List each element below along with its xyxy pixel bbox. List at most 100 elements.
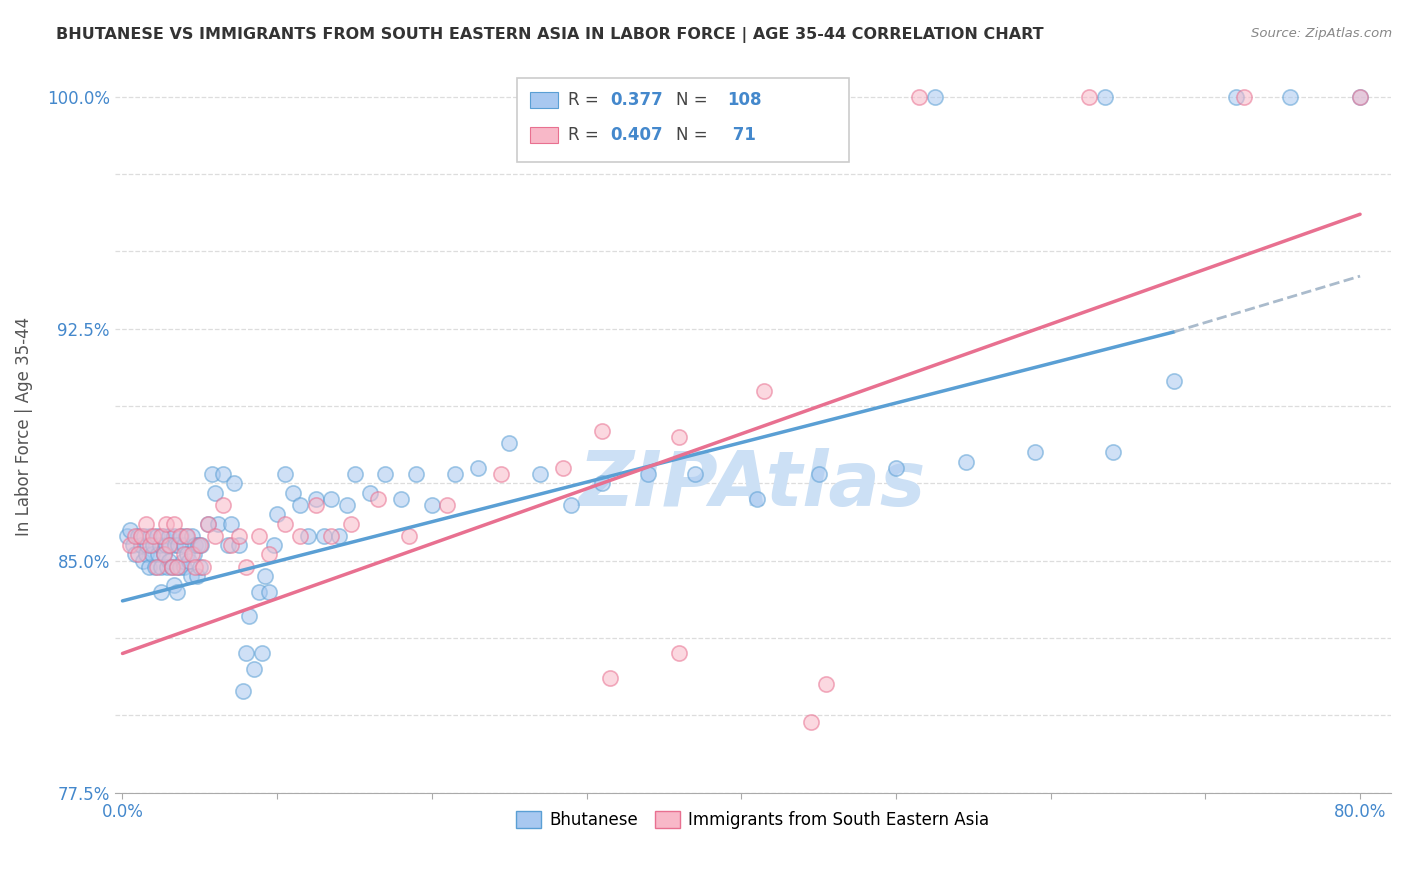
Point xyxy=(184,538,207,552)
Point xyxy=(1348,89,1371,103)
Point xyxy=(908,89,931,103)
Point xyxy=(217,538,239,552)
Text: N =: N = xyxy=(676,126,713,145)
Point xyxy=(238,609,260,624)
Point xyxy=(153,548,176,562)
Point xyxy=(807,467,830,481)
Point xyxy=(162,578,184,592)
Point xyxy=(769,89,792,103)
Text: N =: N = xyxy=(676,91,713,109)
Point xyxy=(228,529,250,543)
Point xyxy=(637,467,659,481)
Point xyxy=(124,548,146,562)
Point xyxy=(436,498,458,512)
Point xyxy=(290,498,312,512)
Point xyxy=(181,529,204,543)
Point xyxy=(228,538,250,552)
Point xyxy=(1163,374,1185,388)
Text: 71: 71 xyxy=(727,126,756,145)
Point xyxy=(166,559,188,574)
Point xyxy=(312,529,335,543)
Text: R =: R = xyxy=(568,91,603,109)
Point xyxy=(139,538,162,552)
Point xyxy=(1279,89,1302,103)
Legend: Bhutanese, Immigrants from South Eastern Asia: Bhutanese, Immigrants from South Eastern… xyxy=(509,804,995,836)
Point xyxy=(305,491,328,506)
Point xyxy=(1101,445,1123,459)
Text: 0.407: 0.407 xyxy=(610,126,662,145)
Point xyxy=(253,569,276,583)
Point xyxy=(235,647,257,661)
Point xyxy=(142,529,165,543)
Point xyxy=(149,538,172,552)
Point xyxy=(173,559,195,574)
Point xyxy=(138,559,160,574)
Text: 0.377: 0.377 xyxy=(610,91,662,109)
Point xyxy=(359,485,381,500)
Point xyxy=(165,538,187,552)
Point xyxy=(243,662,266,676)
Point xyxy=(166,584,188,599)
Point xyxy=(212,467,235,481)
Point xyxy=(336,498,359,512)
Point xyxy=(444,467,467,481)
Point xyxy=(145,559,167,574)
Point xyxy=(297,529,319,543)
Point xyxy=(247,529,270,543)
Point xyxy=(150,584,173,599)
Point xyxy=(162,516,184,531)
Point xyxy=(155,516,177,531)
Point xyxy=(180,569,202,583)
Point xyxy=(219,516,242,531)
Text: ZIPAtlas: ZIPAtlas xyxy=(579,448,927,522)
Point xyxy=(219,538,242,552)
Point xyxy=(207,516,229,531)
Point xyxy=(143,559,166,574)
Point xyxy=(553,461,575,475)
Point xyxy=(173,538,195,552)
Point xyxy=(263,538,285,552)
Point xyxy=(754,384,776,398)
Point xyxy=(181,548,204,562)
Point xyxy=(188,559,211,574)
Point xyxy=(1233,89,1256,103)
FancyBboxPatch shape xyxy=(530,127,558,144)
Point xyxy=(529,467,551,481)
Point xyxy=(1094,89,1116,103)
Point xyxy=(420,498,443,512)
Point xyxy=(235,559,257,574)
Point xyxy=(139,529,162,543)
Text: BHUTANESE VS IMMIGRANTS FROM SOUTH EASTERN ASIA IN LABOR FORCE | AGE 35-44 CORRE: BHUTANESE VS IMMIGRANTS FROM SOUTH EASTE… xyxy=(56,27,1043,43)
Point xyxy=(157,529,180,543)
Point xyxy=(129,529,152,543)
Point xyxy=(127,548,149,562)
Point xyxy=(169,529,191,543)
Point xyxy=(150,529,173,543)
Point xyxy=(321,491,343,506)
Point xyxy=(259,584,281,599)
Point xyxy=(661,89,683,103)
Point xyxy=(222,476,245,491)
Point xyxy=(281,485,304,500)
Point xyxy=(155,538,177,552)
Point xyxy=(232,683,254,698)
FancyBboxPatch shape xyxy=(517,78,849,162)
Point xyxy=(145,529,167,543)
Point xyxy=(186,569,208,583)
Text: R =: R = xyxy=(568,126,603,145)
Point xyxy=(159,538,181,552)
Point xyxy=(591,424,613,438)
Point xyxy=(343,467,366,481)
Point xyxy=(707,89,730,103)
Point xyxy=(398,529,420,543)
Point xyxy=(955,455,977,469)
Point xyxy=(122,538,145,552)
Point xyxy=(141,548,163,562)
Point xyxy=(340,516,363,531)
Point xyxy=(131,554,153,568)
Point xyxy=(188,538,211,552)
FancyBboxPatch shape xyxy=(530,92,558,108)
Point xyxy=(127,529,149,543)
Point xyxy=(160,559,183,574)
Point xyxy=(162,529,184,543)
